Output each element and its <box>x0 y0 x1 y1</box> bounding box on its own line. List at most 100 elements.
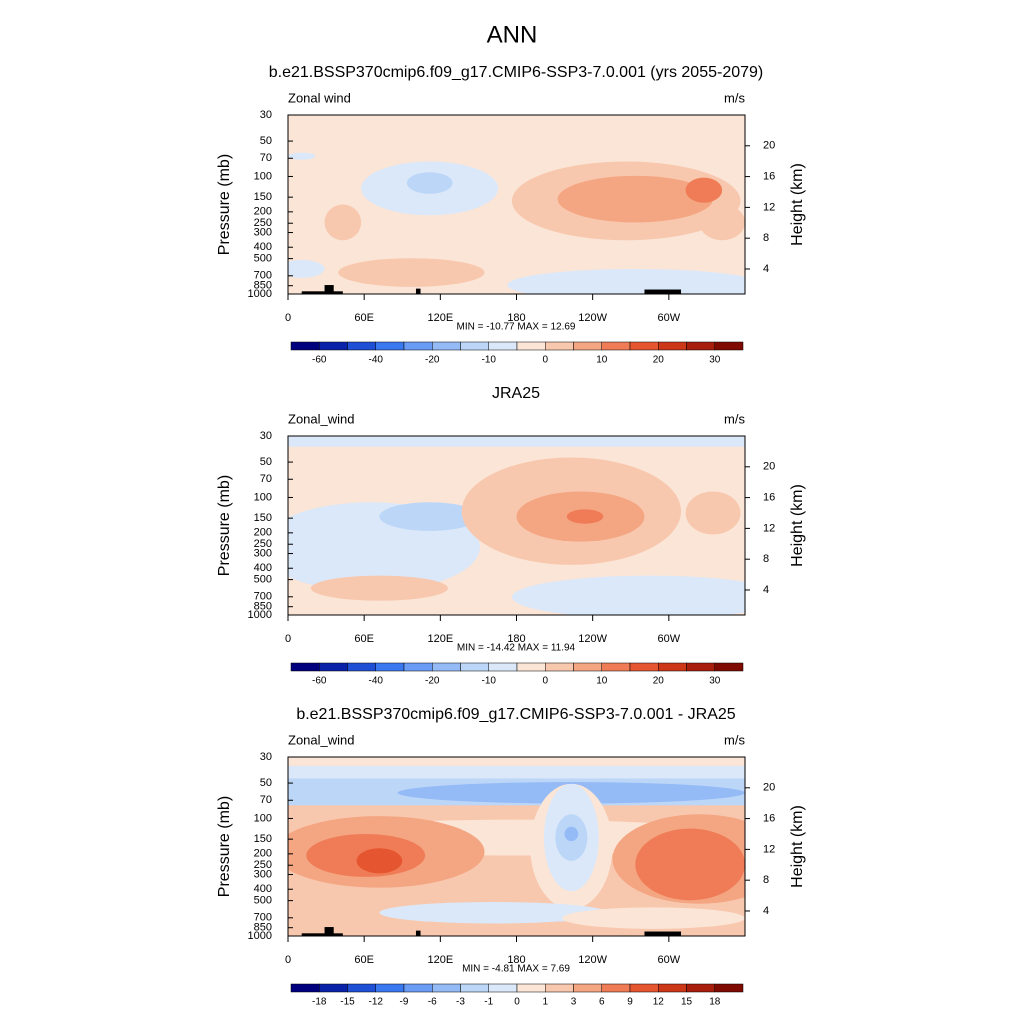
colorbar-box <box>629 662 659 672</box>
y-tick-label: 50 <box>260 456 272 468</box>
y-tick-label: 70 <box>260 794 272 806</box>
colorbar-box <box>375 341 405 351</box>
y2-tick-label: 4 <box>763 905 769 917</box>
y2-tick-label: 8 <box>763 553 769 565</box>
colorbar-box <box>658 341 687 351</box>
y-axis-title: Pressure (mb) <box>216 796 233 897</box>
left-label: Zonal wind <box>288 90 351 105</box>
colorbar-box <box>347 662 376 672</box>
x-tick-label: 120W <box>578 312 607 324</box>
colorbar-label: -12 <box>369 997 384 1008</box>
y-tick-label: 1000 <box>248 609 272 621</box>
y-tick-label: 250 <box>254 859 272 871</box>
colorbar-box <box>319 983 348 993</box>
y-tick-label: 700 <box>254 270 272 282</box>
colorbar-label: 3 <box>571 997 577 1008</box>
y-tick-label: 200 <box>254 206 272 218</box>
colorbar-label: 30 <box>709 676 721 687</box>
colorbar-label: 9 <box>627 997 633 1008</box>
colorbar-label: -10 <box>482 355 497 366</box>
y-tick-label: 500 <box>254 895 272 907</box>
contour-region <box>699 204 745 241</box>
x-tick-label: 60E <box>354 633 374 645</box>
colorbar-box <box>601 662 631 672</box>
colorbar-box <box>432 662 461 672</box>
x-tick-label: 120E <box>427 954 453 966</box>
land-mask <box>415 288 421 294</box>
contour-region <box>310 575 448 601</box>
colorbar-box <box>432 983 461 993</box>
y-tick-label: 30 <box>260 109 272 121</box>
y2-tick-label: 8 <box>763 232 769 244</box>
y2-tick-label: 20 <box>763 140 775 152</box>
y2-tick-label: 4 <box>763 263 769 275</box>
land-mask <box>644 931 682 936</box>
y2-tick-label: 20 <box>763 461 775 473</box>
x-tick-label: 0 <box>285 312 291 324</box>
colorbar-box <box>545 662 574 672</box>
y2-tick-label: 20 <box>763 782 775 794</box>
x-tick-label: 120W <box>578 633 607 645</box>
colorbar-box <box>686 341 715 351</box>
colorbar-box <box>290 662 320 672</box>
colorbar-label: 20 <box>653 355 665 366</box>
contour-field <box>288 436 745 615</box>
y-tick-label: 30 <box>260 430 272 442</box>
left-label: Zonal_wind <box>288 732 355 747</box>
colorbar-box <box>545 341 574 351</box>
colorbar-label: 15 <box>681 997 693 1008</box>
colorbar-box <box>347 341 376 351</box>
x-tick-label: 0 <box>285 954 291 966</box>
contour-region <box>288 152 316 160</box>
colorbar-label: -18 <box>312 997 327 1008</box>
x-tick-label: 0 <box>285 633 291 645</box>
contour-region <box>324 204 362 241</box>
x-tick-label: 60W <box>658 312 681 324</box>
y-tick-label: 50 <box>260 777 272 789</box>
colorbar-box <box>573 983 602 993</box>
contour-field <box>288 757 745 936</box>
colorbar-label: -60 <box>312 355 327 366</box>
right-label: m/s <box>724 732 745 747</box>
y2-tick-label: 16 <box>763 812 775 824</box>
y-tick-label: 200 <box>254 848 272 860</box>
stats: MIN = -4.81 MAX = 7.69 <box>462 964 570 975</box>
land-mask <box>324 285 334 294</box>
colorbar-box <box>488 662 518 672</box>
colorbar-label: 0 <box>514 997 520 1008</box>
colorbar-box <box>516 983 546 993</box>
colorbar-box <box>432 341 461 351</box>
colorbar-label: -9 <box>400 997 409 1008</box>
y-tick-label: 150 <box>254 191 272 203</box>
contour-region <box>379 502 480 531</box>
y-tick-label: 100 <box>254 170 272 182</box>
colorbar-box <box>658 983 687 993</box>
panel-title: b.e21.BSSP370cmip6.f09_g17.CMIP6-SSP3-7.… <box>269 64 764 81</box>
contour-region <box>564 826 579 842</box>
colorbar-box <box>545 983 574 993</box>
colorbar-label: 6 <box>599 997 605 1008</box>
contour-region <box>288 259 325 278</box>
colorbar-box <box>573 662 602 672</box>
colorbar-label: -20 <box>425 676 440 687</box>
colorbar-box <box>629 341 659 351</box>
panel-title: JRA25 <box>492 385 540 402</box>
y-tick-label: 1000 <box>248 288 272 300</box>
y-tick-label: 50 <box>260 135 272 147</box>
y-tick-label: 1000 <box>248 930 272 942</box>
y-tick-label: 400 <box>254 883 272 895</box>
colorbar-box <box>403 341 433 351</box>
land-mask <box>324 927 334 936</box>
y-tick-label: 300 <box>254 226 272 238</box>
colorbar-label: 0 <box>542 676 548 687</box>
y-tick-label: 400 <box>254 241 272 253</box>
x-tick-label: 180 <box>507 954 525 966</box>
contour-region <box>635 828 745 901</box>
y-tick-label: 300 <box>254 868 272 880</box>
x-tick-label: 180 <box>507 312 525 324</box>
colorbar-box <box>460 662 489 672</box>
y2-tick-label: 8 <box>763 874 769 886</box>
colorbar-box <box>629 983 659 993</box>
